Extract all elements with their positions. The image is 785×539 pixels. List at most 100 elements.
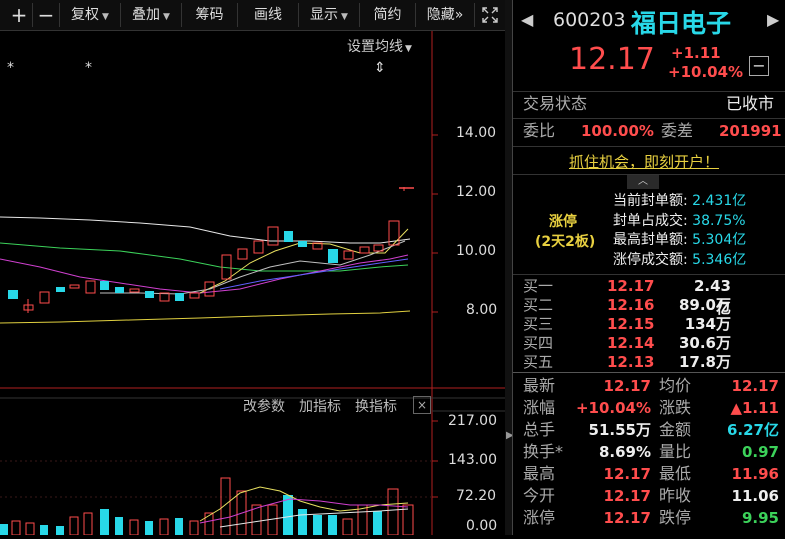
collapse-button[interactable]: − <box>749 56 769 76</box>
bid-row: 买一 <box>523 277 554 295</box>
status-label: 交易状态 <box>523 94 588 113</box>
bid-volume: 89.0万 <box>678 296 731 314</box>
max-seal-row: 最高封单额: 5.304亿 <box>613 232 747 248</box>
stat-label: 今开 <box>523 486 556 505</box>
switch-indicator-button[interactable]: 换指标 <box>355 399 397 415</box>
ma-settings-button[interactable]: 设置均线 ▼ <box>347 36 412 56</box>
overlay-button[interactable]: 叠加 ▼ <box>121 3 182 27</box>
bid-row: 买五 <box>523 353 554 371</box>
zoom-in-button[interactable]: + <box>6 3 33 27</box>
limit-up-sub: (2天2板) <box>535 234 596 250</box>
adjust-label: 复权 <box>71 7 100 23</box>
stat-label: 跌停 <box>659 508 692 527</box>
stat-value: 12.17 <box>603 487 651 505</box>
bid-volume: 134万 <box>684 315 731 333</box>
stat-label: 涨幅 <box>523 398 556 417</box>
volume-tick: 143.00 <box>448 452 497 468</box>
hide-label: 隐藏 <box>426 7 455 23</box>
stat-label: 金额 <box>659 420 692 439</box>
bid-row: 买三 <box>523 315 554 333</box>
chevron-down-icon: ▼ <box>405 44 412 54</box>
status-value: 已收市 <box>726 94 775 113</box>
stat-label: 昨收 <box>659 486 692 505</box>
last-price: 12.17 <box>569 42 655 77</box>
display-label: 显示 <box>310 7 339 23</box>
kline-svg[interactable] <box>0 31 505 536</box>
edit-params-button[interactable]: 改参数 <box>243 399 285 415</box>
stat-label: 涨停 <box>523 508 556 527</box>
bid-volume: 30.6万 <box>678 334 731 352</box>
stat-value: 12.17 <box>731 377 779 395</box>
price-change: +1.11 <box>671 44 721 62</box>
stat-value: ▲1.11 <box>730 399 779 417</box>
close-icon[interactable]: × <box>413 396 431 414</box>
bid-volume: 2.43亿 <box>693 277 731 317</box>
stock-code: 600203 <box>553 9 626 31</box>
stat-value: 12.17 <box>603 465 651 483</box>
chevron-down-icon: ▼ <box>102 12 109 22</box>
volume-tick: 217.00 <box>448 413 497 429</box>
bid-row: 买四 <box>523 334 554 352</box>
ratio-value: 100.00% <box>581 122 654 140</box>
display-button[interactable]: 显示 ▼ <box>299 3 360 27</box>
ma-settings-label: 设置均线 <box>347 39 403 55</box>
stat-label: 总手 <box>523 420 556 439</box>
expand-icon[interactable] <box>477 3 503 27</box>
stat-value: 11.96 <box>731 465 779 483</box>
hide-button[interactable]: 隐藏» <box>416 3 475 27</box>
stat-label: 换手* <box>523 442 564 461</box>
adjust-button[interactable]: 复权 ▼ <box>60 3 121 27</box>
zoom-out-button[interactable]: − <box>33 3 60 27</box>
ratio-label: 委比 <box>523 121 556 140</box>
chips-button[interactable]: 筹码 <box>182 3 238 27</box>
stat-label: 涨跌 <box>659 398 692 417</box>
bid-volume: 17.8万 <box>678 353 731 371</box>
limit-up-details: 当前封单额: 2.431亿 封单占成交: 38.75% 最高封单额: 5.304… <box>613 192 746 270</box>
open-account-link[interactable]: 抓住机会，即刻开户！ <box>569 153 720 171</box>
diff-value: 201991 <box>719 122 782 140</box>
diff-label: 委差 <box>661 121 694 140</box>
bid-price: 12.17 <box>607 277 655 295</box>
more-icon: » <box>454 7 464 23</box>
draw-line-button[interactable]: 画线 <box>238 3 299 27</box>
stat-label: 最高 <box>523 464 556 483</box>
bid-price: 12.15 <box>607 315 655 333</box>
bid-row: 买二 <box>523 296 554 314</box>
limit-up-title: 涨停 <box>549 214 577 230</box>
stat-value: 8.69% <box>598 443 651 461</box>
price-tick: 14.00 <box>456 125 497 141</box>
volume-bars <box>0 477 414 536</box>
limit-turnover-row: 涨停成交额: 5.346亿 <box>613 251 747 268</box>
kline-chart[interactable]: 设置均线 ▼ * * ⇕ 14.00 12.00 10.00 8.00 改参数 加… <box>0 31 505 536</box>
chevron-up-icon[interactable]: ︿ <box>627 175 659 189</box>
panel-splitter[interactable]: ▶ <box>505 0 514 535</box>
marker-icon: * <box>7 60 14 76</box>
seal-amount-row: 当前封单额: 2.431亿 <box>613 193 747 209</box>
add-indicator-button[interactable]: 加指标 <box>299 399 341 415</box>
stat-value: 9.95 <box>741 509 779 527</box>
chevron-down-icon: ▼ <box>163 12 170 22</box>
expand-arrow-icon: ▶ <box>506 430 514 441</box>
stat-value: 6.27亿 <box>726 421 779 439</box>
candles <box>8 187 414 313</box>
price-tick: 10.00 <box>456 243 497 259</box>
price-tick: 8.00 <box>466 302 498 318</box>
stat-value: 12.17 <box>603 377 651 395</box>
marker-icon: ⇕ <box>374 60 386 76</box>
prev-stock-icon[interactable]: ◀ <box>521 10 534 29</box>
stat-value: +10.04% <box>575 399 651 417</box>
bid-price: 12.14 <box>607 334 655 352</box>
stat-value: 0.97 <box>741 443 779 461</box>
simple-button[interactable]: 简约 <box>360 3 416 27</box>
seal-ratio-row: 封单占成交: 38.75% <box>613 212 746 229</box>
chevron-down-icon: ▼ <box>341 12 348 22</box>
marker-icon: * <box>85 60 92 76</box>
price-tick: 12.00 <box>456 184 497 200</box>
price-change-pct: +10.04% <box>668 63 744 81</box>
stat-value: 12.17 <box>603 509 651 527</box>
chart-toolbar: + − 复权 ▼ 叠加 ▼ 筹码 画线 显示 ▼ 简约 隐藏» <box>0 0 505 31</box>
stat-label: 最低 <box>659 464 692 483</box>
volume-tick: 72.20 <box>456 488 497 504</box>
next-stock-icon[interactable]: ▶ <box>767 10 780 29</box>
stock-name: 福日电子 <box>631 9 732 38</box>
